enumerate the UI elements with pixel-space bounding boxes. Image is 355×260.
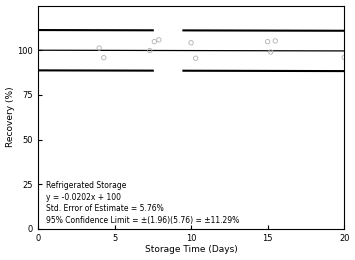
- Point: [268, 50, 274, 54]
- Point: [101, 56, 106, 60]
- Point: [265, 40, 271, 44]
- Point: [96, 46, 102, 50]
- Point: [272, 39, 278, 43]
- Text: Refrigerated Storage
y = -0.0202x + 100
Std. Error of Estimate = 5.76%
95% Confi: Refrigerated Storage y = -0.0202x + 100 …: [45, 181, 239, 225]
- Y-axis label: Recovery (%): Recovery (%): [6, 87, 15, 147]
- Point: [342, 55, 347, 60]
- Point: [156, 38, 162, 42]
- Point: [147, 48, 153, 53]
- Point: [152, 40, 157, 44]
- X-axis label: Storage Time (Days): Storage Time (Days): [145, 245, 237, 255]
- Point: [193, 56, 198, 60]
- Point: [188, 41, 194, 45]
